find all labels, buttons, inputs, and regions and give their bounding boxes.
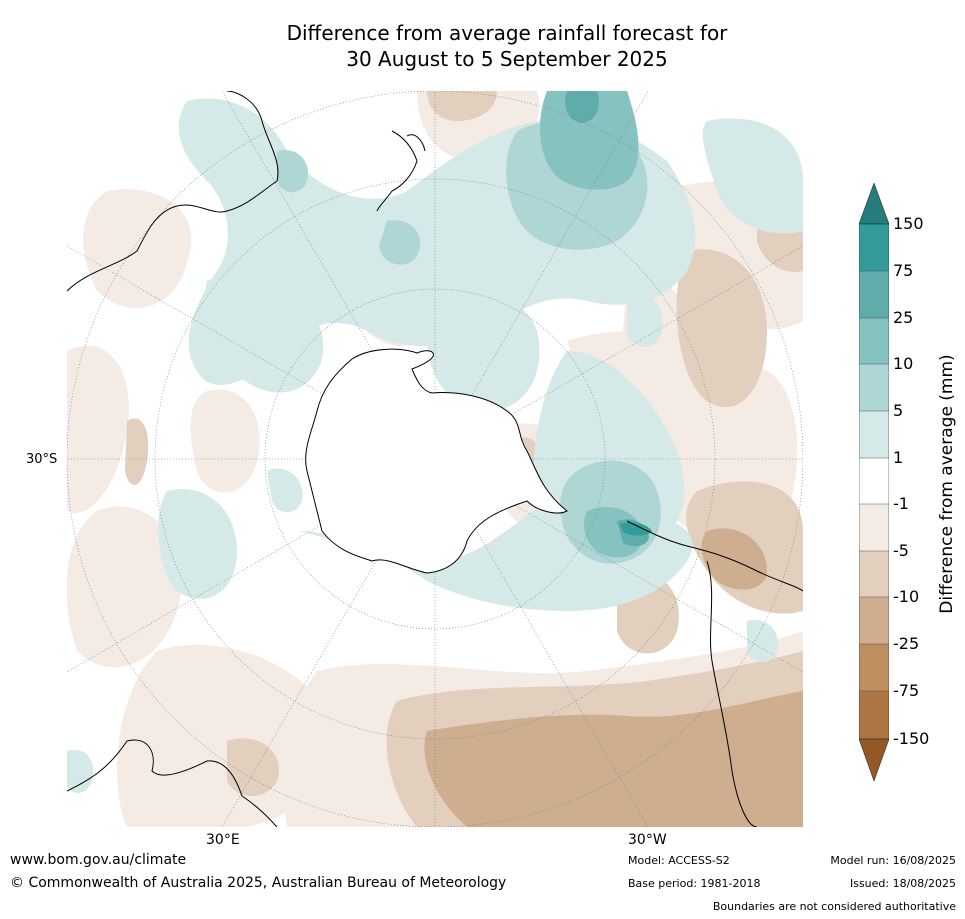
rainfall-anomaly-map	[67, 91, 803, 827]
colorbar-tick: -1	[893, 494, 909, 513]
colorbar-band-25-75	[859, 271, 889, 318]
copyright-notice: © Commonwealth of Australia 2025, Austra…	[10, 875, 507, 891]
dry-strong-regions	[424, 528, 803, 827]
meridians	[67, 91, 803, 827]
model-run-date: Model run: 16/08/2025	[830, 854, 956, 867]
colorbar-band-1-5	[859, 411, 889, 458]
south-america-coastline	[626, 520, 803, 827]
colorbar-tick: -75	[893, 681, 920, 700]
australia-coastline	[67, 91, 279, 292]
map-title: Difference from average rainfall forecas…	[0, 20, 965, 72]
colorbar-tick: 1	[893, 448, 904, 467]
colorbar-svg	[859, 183, 889, 781]
colorbar-tick: -25	[893, 634, 920, 653]
colorbar-band-10-25	[859, 318, 889, 364]
antarctica-coastline	[305, 348, 568, 574]
colorbar-arrow-bottom	[859, 738, 889, 781]
colorbar-band-75-150	[859, 224, 889, 271]
lon-label-30e: 30°E	[206, 832, 240, 848]
colorbar-band-minus10-minus25	[859, 597, 889, 644]
model-name: Model: ACCESS-S2	[628, 854, 730, 867]
colorbar-tick: -150	[893, 729, 930, 748]
wet-extreme-region	[620, 522, 652, 536]
colorbar-tick: 25	[893, 308, 914, 327]
colorbar-tick: 10	[893, 354, 914, 373]
title-line-1: Difference from average rainfall forecas…	[286, 21, 728, 45]
colorbar-band-minus25-minus75	[859, 644, 889, 691]
map-svg	[67, 91, 803, 827]
colorbar-band-minus5-minus10	[859, 551, 889, 597]
colorbar-outline	[859, 223, 889, 740]
colorbar-arrow-top	[859, 183, 889, 225]
issued-date: Issued: 18/08/2025	[849, 877, 956, 890]
title-line-2: 30 August to 5 September 2025	[346, 47, 668, 71]
colorbar-tick: -5	[893, 541, 909, 560]
colorbar-band-minus1-minus5	[859, 504, 889, 551]
colorbar-dividers	[859, 270, 889, 692]
boundaries-disclaimer: Boundaries are not considered authoritat…	[712, 900, 956, 913]
colorbar-tick: 5	[893, 401, 904, 420]
colorbar-band-neutral	[859, 458, 889, 504]
colorbar-band-5-10	[859, 364, 889, 411]
colorbar-tick: -10	[893, 587, 920, 606]
website-link[interactable]: www.bom.gov.au/climate	[10, 852, 187, 868]
colorbar-tick: 150	[893, 214, 924, 233]
colorbar-tick: 75	[893, 261, 914, 280]
new-zealand-coastline	[376, 130, 426, 212]
base-period: Base period: 1981-2018	[628, 877, 761, 890]
africa-coastline	[67, 739, 278, 827]
lat-label-30s: 30°S	[26, 452, 58, 467]
lon-label-30w: 30°W	[628, 832, 667, 848]
colorbar-band-minus75-minus150	[859, 691, 889, 739]
colorbar	[859, 183, 889, 781]
colorbar-label: Difference from average (mm)	[937, 354, 957, 614]
